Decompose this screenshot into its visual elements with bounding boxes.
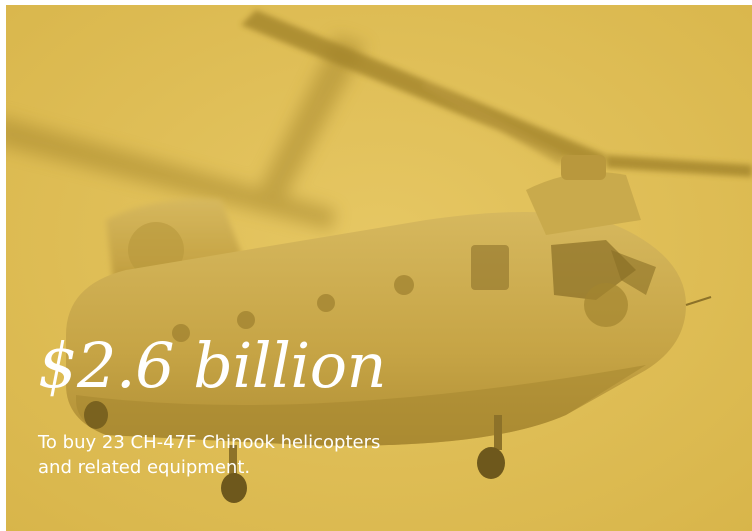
funding-caption: To buy 23 CH-47F Chinook helicopters and… bbox=[38, 430, 538, 480]
infographic-card: $2.6 billion To buy 23 CH-47F Chinook he… bbox=[6, 5, 752, 531]
caption-line-2: and related equipment. bbox=[38, 457, 250, 478]
funding-amount: $2.6 billion bbox=[38, 335, 386, 397]
caption-line-1: To buy 23 CH-47F Chinook helicopters bbox=[38, 432, 380, 453]
